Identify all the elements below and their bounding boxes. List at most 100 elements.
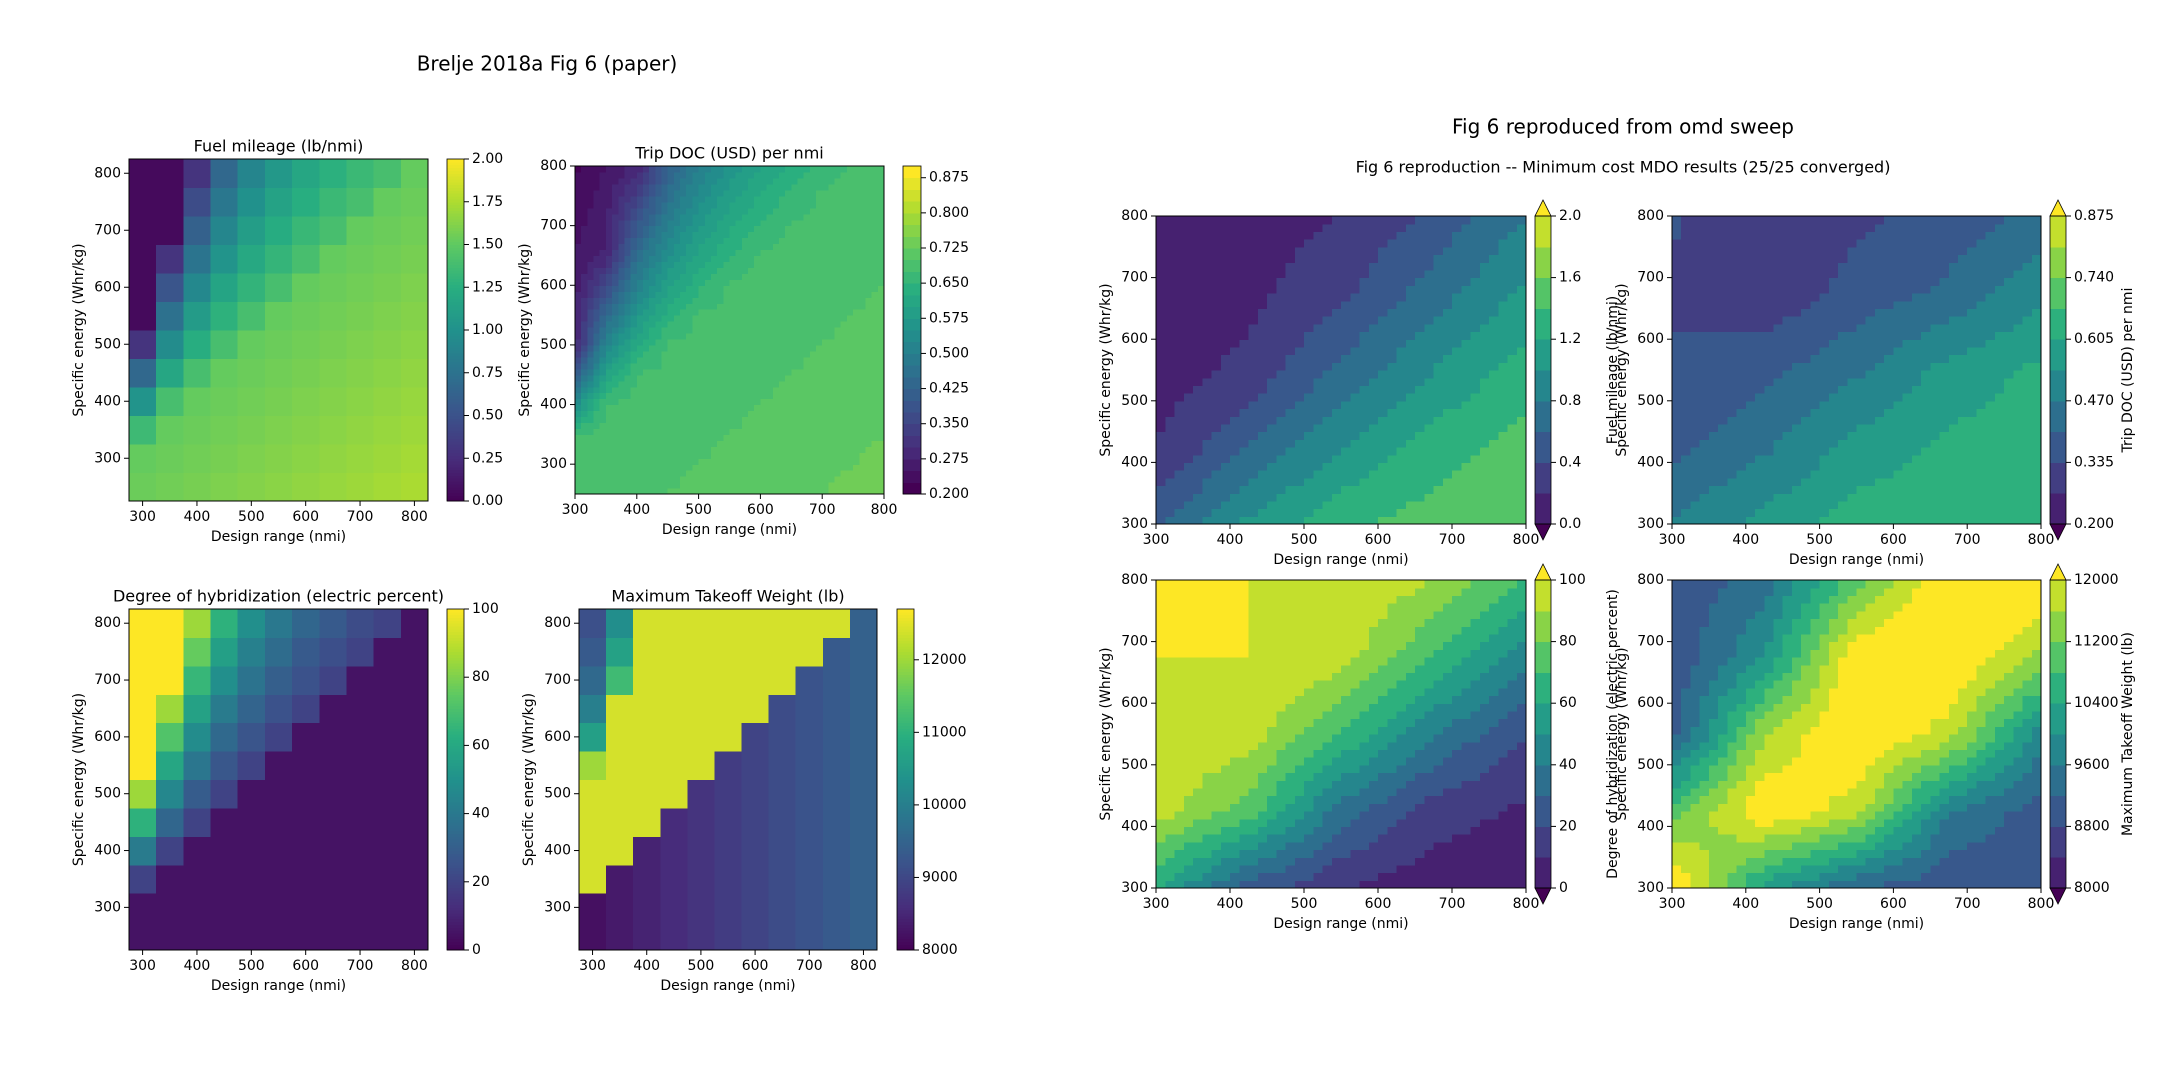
contour-cell [1452, 370, 1462, 379]
contour-cell [686, 166, 694, 173]
contour-cell [766, 237, 774, 245]
contour-cell [587, 356, 595, 364]
contour-cell [1174, 431, 1185, 440]
heatmap-cell [714, 836, 743, 866]
contour-cell [735, 332, 743, 340]
contour-cell [680, 279, 687, 286]
contour-cell [1442, 500, 1453, 510]
contour-cell [636, 488, 644, 495]
contour-cell [1341, 346, 1351, 356]
contour-cell [859, 213, 867, 221]
contour-cell [1350, 500, 1361, 510]
contour-cell [871, 356, 879, 364]
contour-cell [735, 303, 743, 310]
contour-cell [1183, 246, 1194, 256]
contour-cell [1156, 393, 1166, 402]
contour-cell [803, 362, 811, 370]
contour-cell [1489, 370, 1499, 379]
contour-cell [1220, 331, 1231, 340]
colorbar-segment [897, 680, 914, 684]
contour-cell [1461, 508, 1472, 517]
contour-cell [748, 434, 755, 441]
contour-cell [1415, 346, 1425, 356]
contour-cell [723, 201, 731, 209]
heatmap-cell [183, 779, 212, 809]
colorbar-segment [447, 375, 464, 379]
heatmap-cell [319, 637, 347, 667]
contour-cell [686, 362, 694, 370]
contour-cell [710, 482, 718, 489]
contour-cell [618, 237, 626, 245]
contour-cell [809, 321, 817, 328]
contour-cell [1489, 316, 1499, 325]
contour-cell [1489, 346, 1499, 356]
colorbar-segment [447, 495, 464, 499]
contour-cell [710, 392, 718, 400]
colorbar-segment [447, 745, 464, 749]
contour-cell [698, 488, 706, 495]
contour-cell [593, 291, 601, 298]
heatmap-cell [264, 807, 293, 837]
contour-cell [748, 458, 755, 465]
heatmap-cell [606, 722, 634, 752]
colorbar-segment [447, 810, 464, 815]
colorbar-tick-label: 0.725 [929, 240, 969, 256]
contour-cell [865, 166, 873, 173]
contour-cell [1516, 431, 1527, 440]
contour-cell [655, 458, 663, 465]
contour-cell [680, 255, 687, 263]
contour-cell [1359, 339, 1370, 348]
contour-cell [1461, 423, 1472, 433]
contour-cell [1489, 400, 1499, 410]
contour-cell [1276, 493, 1287, 502]
contour-cell [834, 285, 842, 292]
contour-cell [1165, 393, 1176, 402]
contour-cell [853, 183, 860, 191]
contour-cell [686, 327, 694, 334]
contour-cell [587, 195, 595, 203]
contour-cell [1285, 454, 1296, 463]
contour-cell [754, 470, 761, 477]
colorbar-segment [447, 904, 464, 908]
contour-cell [667, 350, 675, 358]
contour-cell [710, 458, 718, 465]
contour-cell [599, 189, 607, 197]
contour-cell [853, 327, 860, 334]
contour-cell [822, 428, 829, 435]
contour-cell [1341, 385, 1351, 394]
heatmap-cell [292, 216, 320, 245]
contour-cell [667, 255, 675, 263]
contour-cell [605, 189, 613, 197]
contour-cell [803, 452, 811, 459]
contour-cell [581, 189, 588, 197]
colorbar-band [903, 423, 921, 436]
contour-cell [791, 255, 799, 263]
heatmap-cell [129, 244, 157, 274]
colorbar-band [903, 330, 921, 343]
colorbar-segment [447, 910, 464, 914]
contour-cell [772, 195, 780, 203]
contour-cell [1479, 308, 1490, 317]
contour-cell [1350, 377, 1361, 386]
contour-cell [1470, 316, 1481, 325]
contour-cell [834, 255, 842, 263]
contour-cell [877, 350, 885, 358]
contour-cell [1267, 377, 1277, 386]
contour-cell [717, 422, 724, 429]
contour-cell [846, 374, 854, 382]
contour-cell [754, 327, 761, 334]
contour-cell [791, 195, 799, 203]
contour-cell [1294, 408, 1305, 417]
contour-cell [1193, 385, 1203, 394]
contour-cell [704, 291, 712, 298]
contour-cell [680, 237, 687, 245]
heatmap-cell [292, 187, 320, 217]
colorbar-tick-label: 60 [472, 737, 490, 753]
contour-cell [1285, 500, 1296, 510]
contour-cell [1378, 393, 1388, 402]
contour-cell [1442, 331, 1453, 340]
contour-cell [1183, 408, 1194, 417]
contour-cell [673, 344, 681, 352]
contour-cell [1230, 246, 1240, 256]
contour-cell [871, 422, 879, 429]
